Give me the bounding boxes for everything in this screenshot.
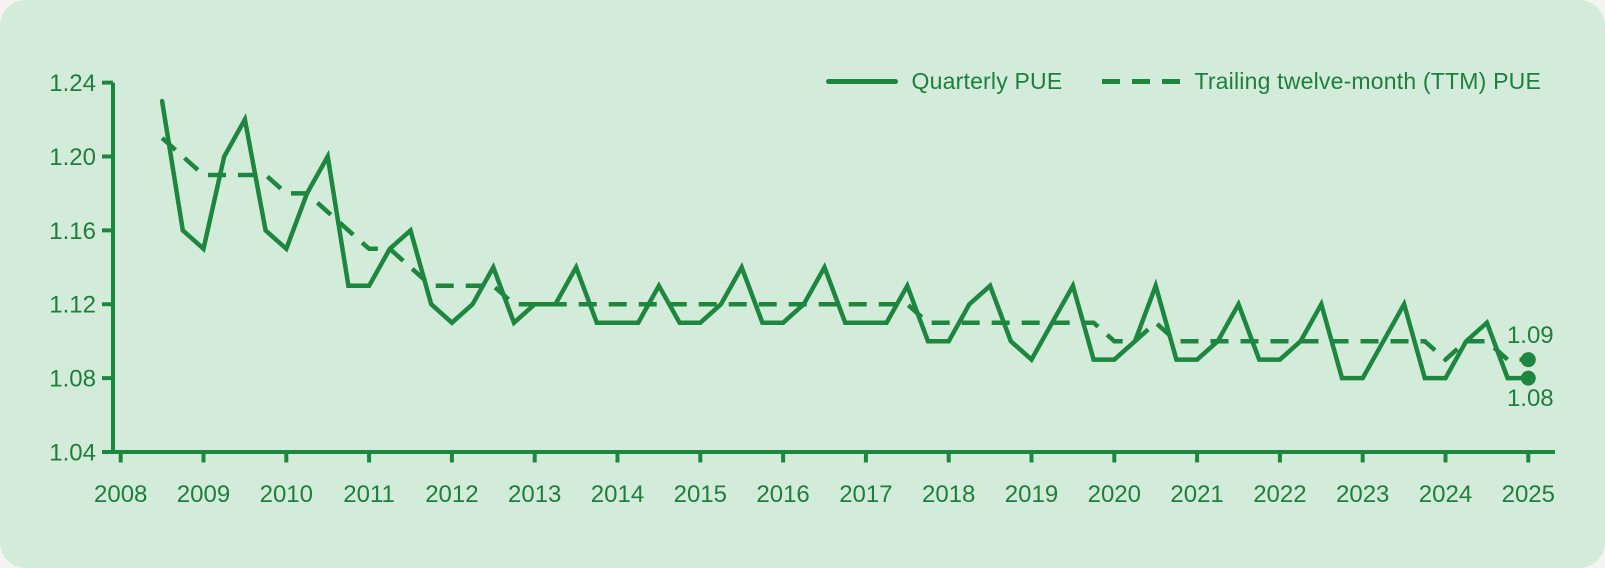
y-tick-label: 1.12 — [49, 292, 96, 319]
x-tick-label: 2015 — [674, 481, 727, 508]
series-ttm — [160, 136, 1529, 363]
value-annotation: 1.09 — [1507, 322, 1554, 349]
dashed-line-icon — [1102, 79, 1181, 84]
y-axis-ticks: 1.24 1.20 1.16 1.12 1.08 1.04 — [49, 70, 113, 467]
end-dot-ttm — [1520, 352, 1536, 368]
y-tick-label: 1.24 — [49, 70, 96, 97]
x-tick-label: 2014 — [591, 481, 644, 508]
legend-item-quarterly: Quarterly PUE — [825, 68, 1063, 95]
y-tick-label: 1.16 — [49, 218, 96, 245]
x-tick-label: 2017 — [839, 481, 892, 508]
series-quarterly — [159, 98, 1531, 381]
end-dot-quarterly — [1520, 370, 1536, 386]
axes — [111, 82, 1555, 454]
x-tick-label: 2025 — [1502, 481, 1555, 508]
x-tick-label: 2013 — [508, 481, 561, 508]
x-tick-label: 2011 — [343, 481, 395, 508]
x-tick-label: 2012 — [425, 481, 478, 508]
legend-item-ttm: Trailing twelve-month (TTM) PUE — [1102, 68, 1541, 95]
x-tick-label: 2022 — [1253, 481, 1306, 508]
x-tick-label: 2023 — [1336, 481, 1389, 508]
chart-legend: Quarterly PUE Trailing twelve-month (TTM… — [825, 68, 1541, 95]
solid-line-icon — [825, 79, 898, 84]
x-tick-label: 2021 — [1170, 481, 1223, 508]
legend-label-ttm: Trailing twelve-month (TTM) PUE — [1194, 68, 1541, 94]
x-tick-label: 2019 — [1005, 481, 1058, 508]
x-tick-label: 2008 — [94, 481, 147, 508]
y-tick-label: 1.20 — [49, 144, 96, 171]
x-tick-label: 2016 — [756, 481, 809, 508]
x-tick-label: 2018 — [922, 481, 975, 508]
x-axis-ticks: 2008 2009 2010 2011 2012 2013 2014 2015 2016 2017… — [94, 452, 1555, 508]
x-tick-label: 2020 — [1088, 481, 1141, 508]
x-tick-label: 2010 — [260, 481, 313, 508]
value-annotation: 1.08 — [1507, 385, 1554, 412]
y-tick-label: 1.08 — [49, 366, 96, 393]
x-tick-label: 2009 — [177, 481, 230, 508]
x-tick-label: 2024 — [1419, 481, 1472, 508]
legend-label-quarterly: Quarterly PUE — [911, 68, 1063, 94]
y-tick-label: 1.04 — [49, 440, 96, 467]
